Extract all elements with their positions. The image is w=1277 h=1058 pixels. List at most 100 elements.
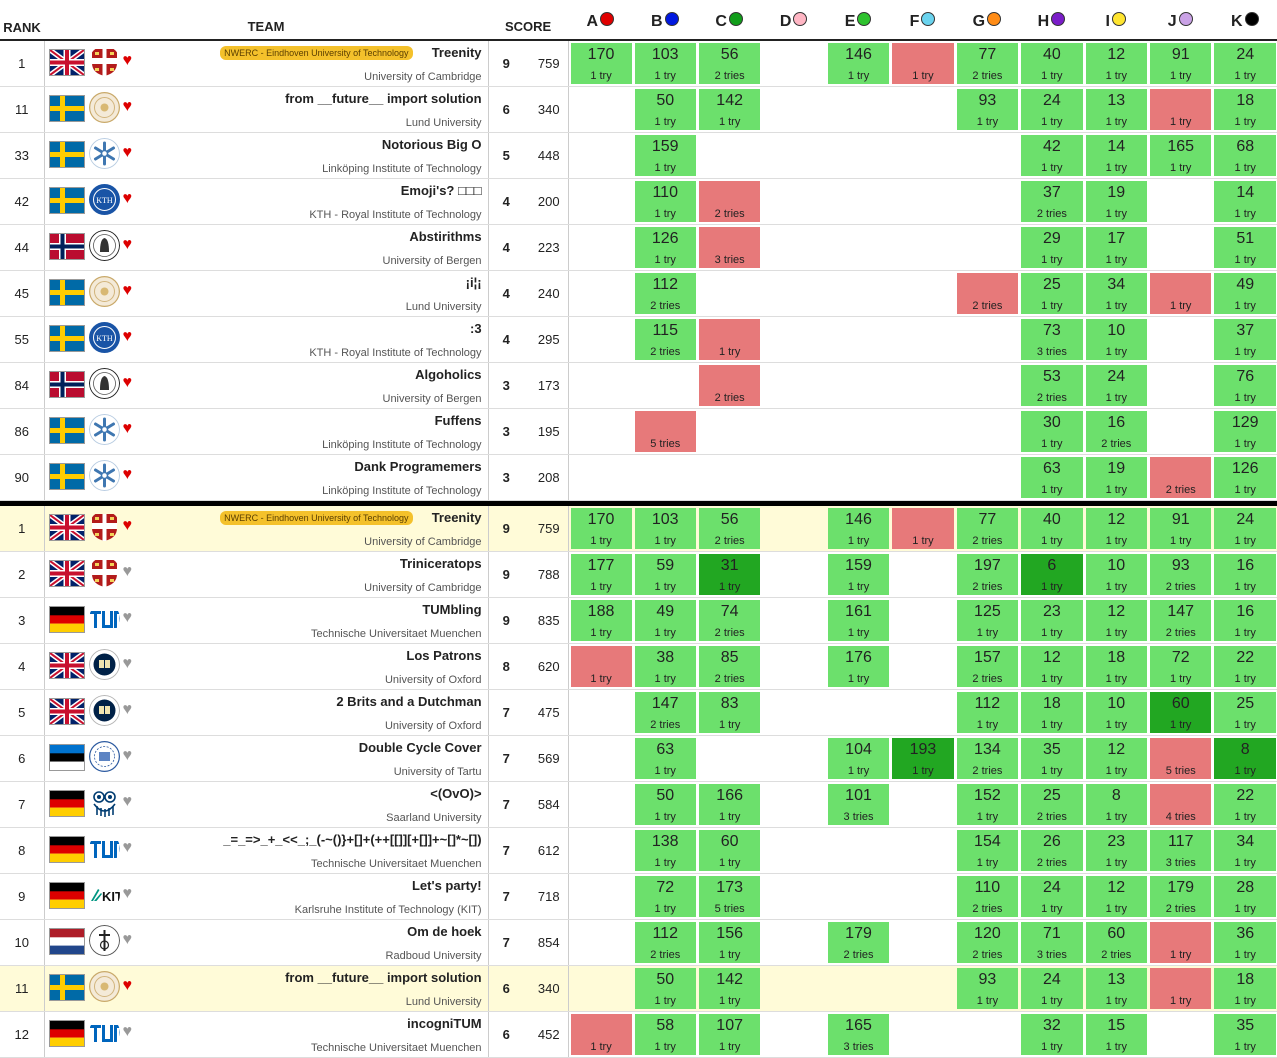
team-cell[interactable]: ♥ Los Patrons University of Oxford <box>44 643 489 690</box>
favorite-heart-icon[interactable]: ♥ <box>122 374 133 391</box>
problem-cell-k[interactable]: 49 1 try <box>1212 270 1277 317</box>
problem-cell-i[interactable]: 18 1 try <box>1083 643 1148 690</box>
problem-cell-e[interactable]: 104 1 try <box>825 735 891 782</box>
favorite-heart-icon[interactable]: ♥ <box>122 563 133 580</box>
team-name[interactable]: Double Cycle Cover <box>358 740 482 755</box>
problem-cell-e[interactable]: 146 1 try <box>825 40 891 87</box>
problem-cell-k[interactable]: 24 1 try <box>1212 503 1277 552</box>
team-name[interactable]: _=_=>_+_<<_;_(-~()}+[]+(++[[]][+[]]+~[]*… <box>223 832 482 847</box>
favorite-heart-icon[interactable]: ♥ <box>122 931 133 948</box>
problem-header-b[interactable]: B <box>632 0 697 41</box>
problem-cell-i[interactable]: 15 1 try <box>1083 1011 1148 1058</box>
problem-cell-k[interactable]: 35 1 try <box>1212 1011 1277 1058</box>
problem-cell-h[interactable]: 23 1 try <box>1019 597 1084 644</box>
team-cell[interactable]: ♥ Notorious Big O Linköping Institute of T… <box>44 132 489 179</box>
problem-cell-f[interactable]: 1 try <box>890 503 955 552</box>
problem-cell-b[interactable]: 72 1 try <box>632 873 697 920</box>
problem-cell-c[interactable]: 56 2 tries <box>696 503 762 552</box>
problem-cell-f[interactable]: 1 try <box>890 40 955 87</box>
problem-cell-a[interactable]: 170 1 try <box>568 503 633 552</box>
problem-cell-e[interactable]: 176 1 try <box>825 643 891 690</box>
problem-header-c[interactable]: C <box>696 0 762 41</box>
favorite-heart-icon[interactable]: ♥ <box>122 144 133 161</box>
problem-cell-b[interactable]: 115 2 tries <box>632 316 697 363</box>
problem-header-d[interactable]: D <box>761 0 826 41</box>
team-name[interactable]: Treenity <box>431 45 482 60</box>
team-cell[interactable]: ♥ Om de hoek Radboud University <box>44 919 489 966</box>
team-row[interactable]: 1 ♥ NWERC - Eindhoven University of Techn… <box>0 40 1277 87</box>
team-cell[interactable]: ♥ _=_=>_+_<<_;_(-~()}+[]+(++[[]][+[]]+~[]… <box>44 827 489 874</box>
team-row[interactable]: 4 ♥ Los Patrons University of Oxford 8 620 1 … <box>0 643 1277 690</box>
team-name[interactable]: <(OvO)> <box>430 786 482 801</box>
problem-cell-i[interactable]: 34 1 try <box>1083 270 1148 317</box>
problem-cell-k[interactable]: 68 1 try <box>1212 132 1277 179</box>
problem-cell-i[interactable]: 10 1 try <box>1083 551 1148 598</box>
team-cell[interactable]: ♥ Dank Programemers Linköping Institute of… <box>44 454 489 501</box>
problem-cell-i[interactable]: 13 1 try <box>1083 965 1148 1012</box>
problem-cell-j[interactable]: 91 1 try <box>1148 503 1213 552</box>
problem-cell-i[interactable]: 10 1 try <box>1083 316 1148 363</box>
team-name[interactable]: Om de hoek <box>407 924 482 939</box>
problem-cell-h[interactable]: 32 1 try <box>1019 1011 1084 1058</box>
problem-cell-c[interactable]: 142 1 try <box>696 965 762 1012</box>
problem-cell-e[interactable]: 101 3 tries <box>825 781 891 828</box>
problem-cell-b[interactable]: 112 2 tries <box>632 919 697 966</box>
team-row[interactable]: 2 ♥ Triniceratops University of Cambridge 9… <box>0 551 1277 598</box>
team-cell[interactable]: ♥ ¡i¦¡ Lund University <box>44 270 489 317</box>
problem-cell-g[interactable]: 110 2 tries <box>954 873 1020 920</box>
problem-cell-b[interactable]: 38 1 try <box>632 643 697 690</box>
team-name[interactable]: Treenity <box>431 510 482 525</box>
problem-cell-j[interactable]: 93 2 tries <box>1148 551 1213 598</box>
problem-cell-i[interactable]: 19 1 try <box>1083 178 1148 225</box>
problem-cell-g[interactable]: 152 1 try <box>954 781 1020 828</box>
team-row[interactable]: 11 ♥ from __future__ import solution Lund … <box>0 965 1277 1012</box>
problem-cell-a[interactable]: 188 1 try <box>568 597 633 644</box>
problem-cell-k[interactable]: 16 1 try <box>1212 597 1277 644</box>
problem-header-i[interactable]: I <box>1083 0 1148 41</box>
problem-cell-k[interactable]: 37 1 try <box>1212 316 1277 363</box>
problem-cell-b[interactable]: 59 1 try <box>632 551 697 598</box>
problem-cell-k[interactable]: 34 1 try <box>1212 827 1277 874</box>
problem-cell-j[interactable]: 147 2 tries <box>1148 597 1213 644</box>
problem-cell-h[interactable]: 37 2 tries <box>1019 178 1084 225</box>
team-row[interactable]: 9 KIT ♥ Let's party! Karlsruhe Institute of… <box>0 873 1277 920</box>
problem-cell-g[interactable]: 93 1 try <box>954 965 1020 1012</box>
problem-cell-f[interactable]: 193 1 try <box>890 735 955 782</box>
problem-cell-h[interactable]: 18 1 try <box>1019 689 1084 736</box>
team-row[interactable]: 5 ♥ 2 Brits and a Dutchman University of O… <box>0 689 1277 736</box>
problem-cell-j[interactable]: 5 tries <box>1148 735 1213 782</box>
team-name[interactable]: from __future__ import solution <box>285 91 482 106</box>
problem-cell-g[interactable]: 112 1 try <box>954 689 1020 736</box>
problem-cell-j[interactable]: 2 tries <box>1148 454 1213 501</box>
problem-cell-j[interactable]: 1 try <box>1148 919 1213 966</box>
problem-cell-h[interactable]: 25 1 try <box>1019 270 1084 317</box>
problem-cell-k[interactable]: 8 1 try <box>1212 735 1277 782</box>
problem-cell-g[interactable]: 120 2 tries <box>954 919 1020 966</box>
team-row[interactable]: 10 ♥ Om de hoek Radboud University 7 854 112 2… <box>0 919 1277 966</box>
problem-cell-g[interactable]: 134 2 tries <box>954 735 1020 782</box>
problem-cell-h[interactable]: 24 1 try <box>1019 86 1084 133</box>
problem-cell-j[interactable]: 165 1 try <box>1148 132 1213 179</box>
problem-cell-h[interactable]: 6 1 try <box>1019 551 1084 598</box>
problem-header-g[interactable]: G <box>954 0 1020 41</box>
problem-cell-b[interactable]: 112 2 tries <box>632 270 697 317</box>
problem-cell-b[interactable]: 5 tries <box>632 408 697 455</box>
problem-cell-h[interactable]: 35 1 try <box>1019 735 1084 782</box>
team-cell[interactable]: KTH ♥:3 KTH - Royal Institute of Technolog… <box>44 316 489 363</box>
team-row[interactable]: 6 ♥ Double Cycle Cover University of Tartu… <box>0 735 1277 782</box>
problem-cell-b[interactable]: 49 1 try <box>632 597 697 644</box>
problem-cell-g[interactable]: 2 tries <box>954 270 1020 317</box>
favorite-heart-icon[interactable]: ♥ <box>122 977 133 994</box>
favorite-heart-icon[interactable]: ♥ <box>122 52 133 69</box>
problem-cell-i[interactable]: 24 1 try <box>1083 362 1148 409</box>
problem-cell-b[interactable]: 50 1 try <box>632 781 697 828</box>
problem-cell-g[interactable]: 93 1 try <box>954 86 1020 133</box>
problem-cell-c[interactable]: 85 2 tries <box>696 643 762 690</box>
problem-cell-a[interactable]: 1 try <box>568 1011 633 1058</box>
problem-header-e[interactable]: E <box>825 0 891 41</box>
problem-cell-e[interactable]: 159 1 try <box>825 551 891 598</box>
team-cell[interactable]: ♥ Fuffens Linköping Institute of Technolog… <box>44 408 489 455</box>
problem-cell-a[interactable]: 170 1 try <box>568 40 633 87</box>
team-cell[interactable]: ♥ 2 Brits and a Dutchman University of Oxf… <box>44 689 489 736</box>
team-name[interactable]: Emoji's? □□□ <box>400 183 482 198</box>
